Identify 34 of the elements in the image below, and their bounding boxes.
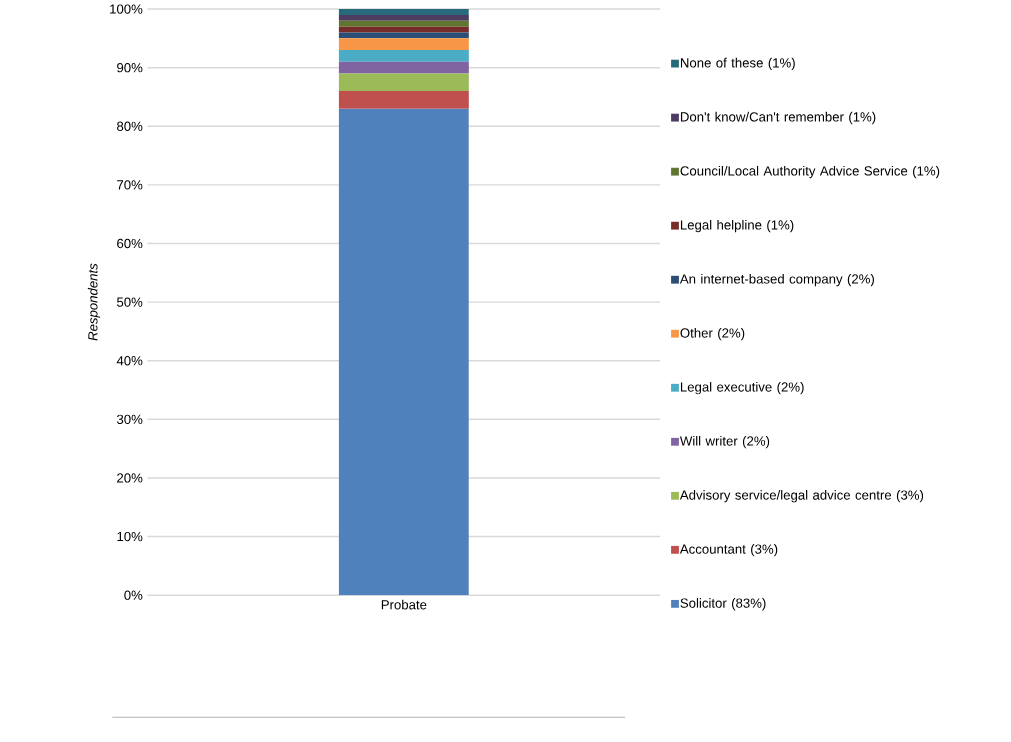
- y-tick-label: 90%: [117, 63, 143, 73]
- bar: [338, 61, 469, 74]
- y-tick-label: 60%: [117, 238, 143, 249]
- y-tick-label: 40%: [116, 356, 143, 366]
- legend-label: Will writer (2%): [679, 436, 770, 449]
- bar: [338, 73, 469, 92]
- x-tick-label: Probate: [381, 599, 427, 610]
- y-tick-label: 0%: [124, 590, 143, 600]
- legend-label: Other (2%): [680, 328, 745, 341]
- y-axis-title: Respondents: [87, 263, 101, 341]
- y-tick-label: 20%: [117, 473, 143, 483]
- legend-label: Council/Local Authority Advice Service (1%): [680, 166, 940, 179]
- bar: [338, 38, 469, 51]
- bar: [338, 50, 469, 62]
- legend-label: Legal executive (2%): [680, 382, 804, 395]
- bar: [338, 9, 469, 16]
- legend-label: None of these (1%): [680, 57, 795, 71]
- y-tick-label: 70%: [117, 180, 143, 190]
- legend-label: An internet-based company (2%): [679, 274, 874, 287]
- y-tick-label: 100%: [110, 4, 143, 14]
- legend-label: Solicitor (83%): [680, 598, 766, 611]
- y-tick-label: 10%: [117, 532, 143, 542]
- legend-label: Legal helpline (1%): [680, 220, 794, 233]
- y-tick-label: 50%: [116, 297, 143, 307]
- bar: [338, 26, 469, 33]
- y-tick-label: 80%: [117, 121, 143, 132]
- bar: [338, 20, 469, 27]
- legend-label: Don't know/Can't remember (1%): [680, 112, 876, 125]
- bar: [338, 91, 469, 109]
- bar: [338, 15, 469, 21]
- bar: [338, 108, 469, 596]
- legend-label: Accountant (3%): [679, 544, 778, 557]
- legend-label: Advisory service/legal advice centre (3%): [679, 490, 924, 503]
- y-tick-label: 30%: [116, 414, 143, 425]
